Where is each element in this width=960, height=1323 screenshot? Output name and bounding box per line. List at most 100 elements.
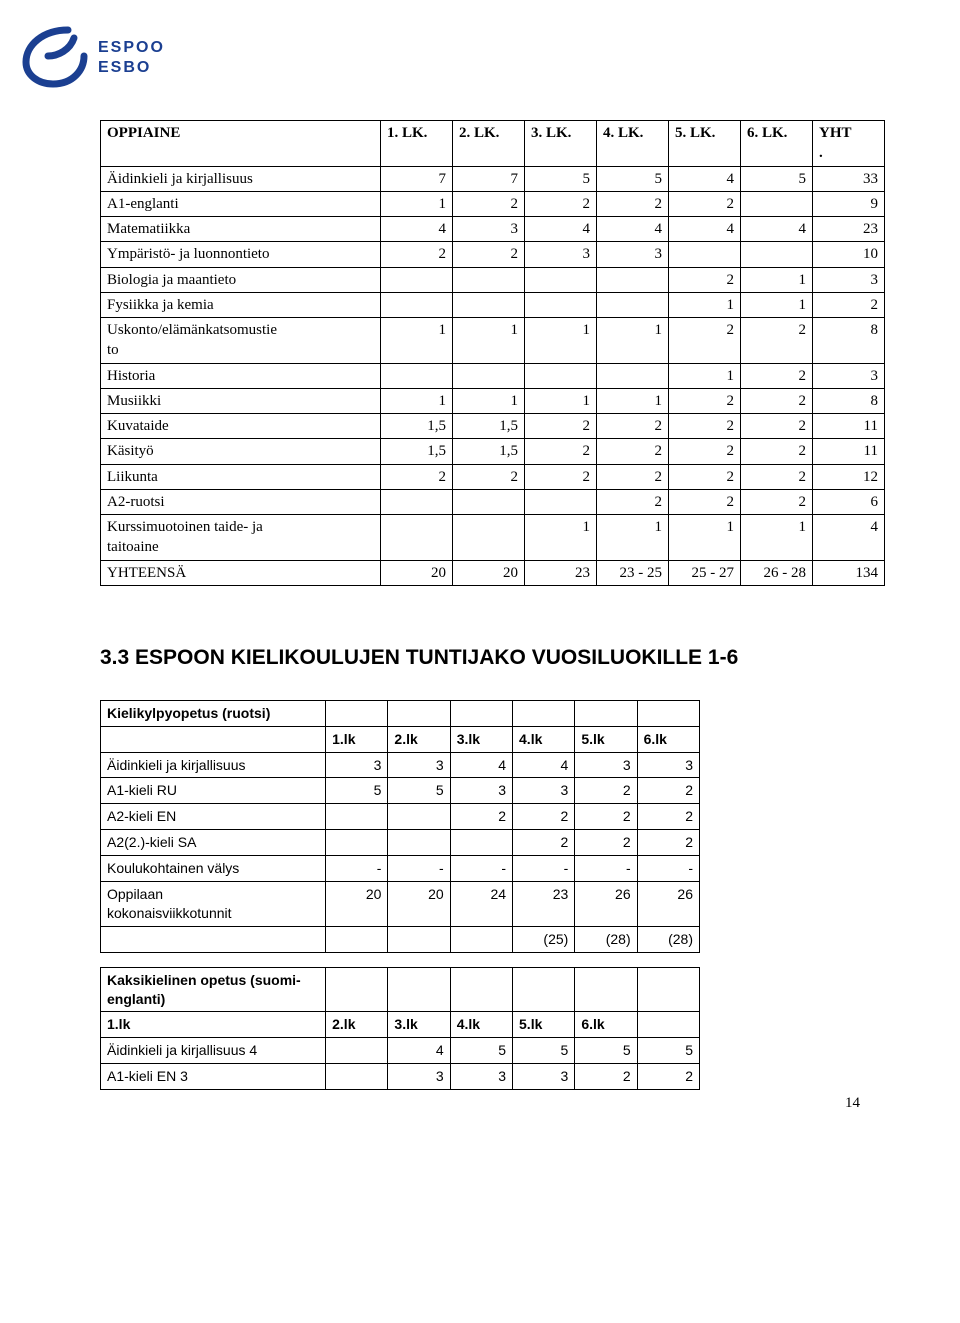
value-cell: 3 — [513, 1064, 575, 1090]
col-header: 2. LK. — [453, 121, 525, 167]
value-cell: 20 — [388, 881, 450, 926]
value-cell: 1 — [597, 388, 669, 413]
subject-cell: A1-kieli EN 3 — [101, 1064, 326, 1090]
table-row: Ympäristö- ja luonnontieto223310 — [101, 242, 885, 267]
value-cell: 26 — [637, 881, 699, 926]
value-cell — [388, 830, 450, 856]
table-row: A2-kieli EN2222 — [101, 804, 700, 830]
value-cell: 2 — [741, 318, 813, 364]
value-cell: 2 — [525, 464, 597, 489]
value-cell: 8 — [813, 388, 885, 413]
value-cell — [453, 363, 525, 388]
table-row: Uskonto/elämänkatsomustie to1111228 — [101, 318, 885, 364]
value-cell: 1 — [525, 515, 597, 561]
value-cell: 1 — [741, 267, 813, 292]
value-cell — [669, 242, 741, 267]
value-cell: - — [450, 856, 512, 882]
subject-cell: A1-englanti — [101, 191, 381, 216]
value-cell — [741, 191, 813, 216]
value-cell: 7 — [381, 166, 453, 191]
subject-cell: Kurssimuotoinen taide- ja taitoaine — [101, 515, 381, 561]
table-row: Äidinkieli ja kirjallisuus77554533 — [101, 166, 885, 191]
value-cell: 2 — [669, 388, 741, 413]
value-cell: 2 — [525, 414, 597, 439]
value-cell — [326, 1038, 388, 1064]
subject-cell: Koulukohtainen välys — [101, 856, 326, 882]
value-cell: 5 — [450, 1038, 512, 1064]
subject-cell: Historia — [101, 363, 381, 388]
col-header: 3.lk — [388, 1012, 450, 1038]
table-row: Musiikki1111228 — [101, 388, 885, 413]
value-cell — [381, 267, 453, 292]
value-cell: 2 — [741, 363, 813, 388]
col-header: 4.lk — [450, 1012, 512, 1038]
value-cell — [525, 489, 597, 514]
col-header: 2.lk — [388, 726, 450, 752]
kaksikielinen-table: Kaksikielinen opetus (suomi- englanti) 1… — [100, 967, 700, 1090]
section-heading: 3.3 ESPOON KIELIKOULUJEN TUNTIJAKO VUOSI… — [100, 646, 860, 670]
value-cell — [381, 292, 453, 317]
kielikylpy-table: Kielikylpyopetus (ruotsi) 1.lk 2.lk 3.lk… — [100, 700, 700, 953]
table-row: Koulukohtainen välys------ — [101, 856, 700, 882]
subject-cell: Äidinkieli ja kirjallisuus — [101, 752, 326, 778]
value-cell: 5 — [741, 166, 813, 191]
value-cell: 4 — [597, 217, 669, 242]
value-cell: 4 — [813, 515, 885, 561]
value-cell: 9 — [813, 191, 885, 216]
subject-cell: Fysiikka ja kemia — [101, 292, 381, 317]
value-cell: 23 - 25 — [597, 560, 669, 585]
value-cell: 2 — [741, 439, 813, 464]
subject-cell: Äidinkieli ja kirjallisuus — [101, 166, 381, 191]
value-cell: 3 — [525, 242, 597, 267]
value-cell: 1,5 — [381, 439, 453, 464]
value-cell: 7 — [453, 166, 525, 191]
table-row: Biologia ja maantieto213 — [101, 267, 885, 292]
table-row: Käsityö1,51,5222211 — [101, 439, 885, 464]
value-cell: 4 — [525, 217, 597, 242]
value-cell: 4 — [381, 217, 453, 242]
value-cell: 2 — [525, 191, 597, 216]
value-cell: 2 — [525, 439, 597, 464]
value-cell: 1,5 — [453, 414, 525, 439]
table-row: Historia123 — [101, 363, 885, 388]
value-cell: 1 — [669, 363, 741, 388]
value-cell — [388, 926, 450, 952]
value-cell: (28) — [575, 926, 637, 952]
col-header: 4.lk — [513, 726, 575, 752]
value-cell: 2 — [637, 830, 699, 856]
value-cell: 20 — [453, 560, 525, 585]
value-cell: 10 — [813, 242, 885, 267]
value-cell: - — [513, 856, 575, 882]
value-cell — [453, 292, 525, 317]
col-header: 4. LK. — [597, 121, 669, 167]
value-cell — [381, 489, 453, 514]
col-header: 3.lk — [450, 726, 512, 752]
value-cell: 5 — [326, 778, 388, 804]
value-cell: 2 — [453, 191, 525, 216]
value-cell: 25 - 27 — [669, 560, 741, 585]
subject-cell: Uskonto/elämänkatsomustie to — [101, 318, 381, 364]
col-header: 2.lk — [326, 1012, 388, 1038]
value-cell — [597, 292, 669, 317]
table-row: (25)(28)(28) — [101, 926, 700, 952]
value-cell: 33 — [813, 166, 885, 191]
value-cell: 1 — [597, 318, 669, 364]
table-row: A1-englanti122229 — [101, 191, 885, 216]
value-cell — [453, 267, 525, 292]
value-cell — [525, 292, 597, 317]
value-cell: 2 — [669, 267, 741, 292]
value-cell: 3 — [575, 752, 637, 778]
table-row: A1-kieli EN 333322 — [101, 1064, 700, 1090]
table-row: Matematiikka43444423 — [101, 217, 885, 242]
subject-cell: Äidinkieli ja kirjallisuus 4 — [101, 1038, 326, 1064]
value-cell — [388, 804, 450, 830]
value-cell: 2 — [453, 242, 525, 267]
logo-line1: ESPOO — [98, 39, 165, 56]
subject-cell: A1-kieli RU — [101, 778, 326, 804]
value-cell: 2 — [575, 1064, 637, 1090]
value-cell: 2 — [669, 489, 741, 514]
value-cell: 3 — [637, 752, 699, 778]
table-title-row: Kaksikielinen opetus (suomi- englanti) — [101, 967, 700, 1012]
value-cell: 1 — [669, 292, 741, 317]
value-cell: 1 — [741, 515, 813, 561]
